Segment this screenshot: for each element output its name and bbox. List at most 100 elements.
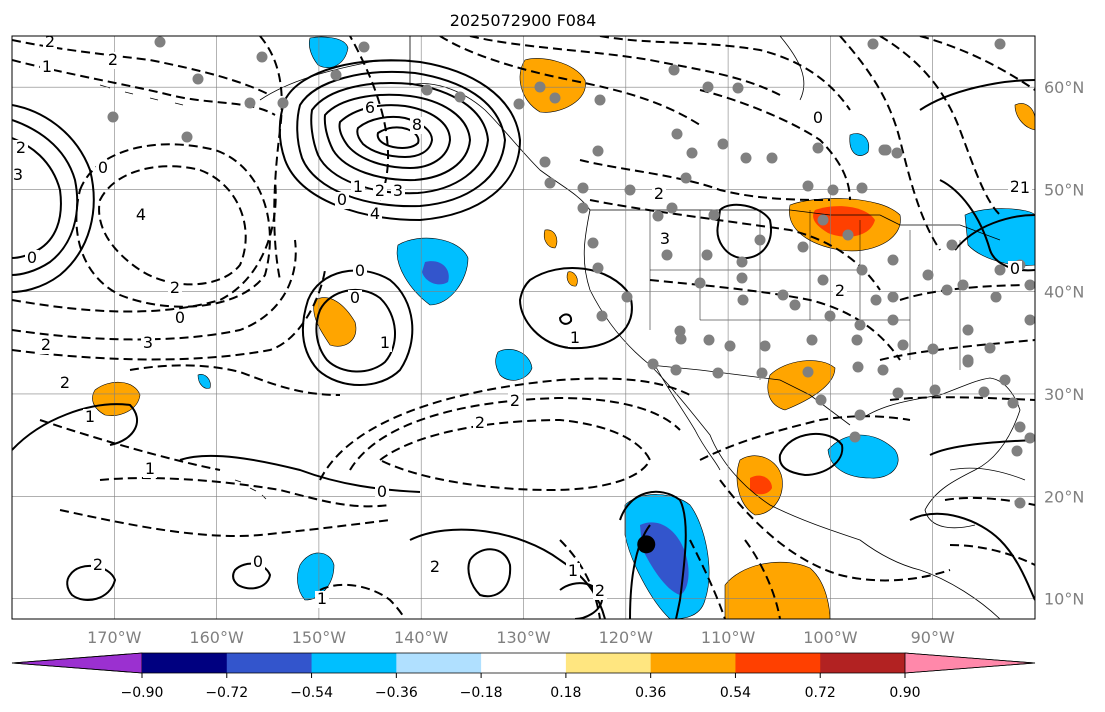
contour-line [278,59,522,222]
station-dot [621,291,633,303]
station-dot [647,358,659,370]
station-dot [827,184,839,196]
station-dot [854,409,866,421]
longitude-label: 150°W [292,628,347,647]
station-dot [929,384,941,396]
station-dot [539,156,551,168]
station-dot [513,98,525,110]
contour-label-background [40,59,54,76]
positive-anomaly-region [1014,103,1035,131]
contour-label-background [43,36,57,51]
contour-line [356,115,434,159]
contour-label: 2 [93,555,103,574]
negative-anomaly-region [849,133,870,156]
colorbar-tick-label: −0.36 [375,685,418,701]
contour-label-background [173,310,187,327]
dashed-contours [12,36,1035,619]
station-dot [724,340,736,352]
contour-label: 2 [654,184,664,203]
contour-label: 2 [108,50,118,69]
positive-anomaly-region [92,382,141,416]
colorbar-extend-low [11,652,143,674]
latitude-label: 10°N [1044,590,1084,609]
contour-label: 6 [365,98,375,117]
graticule [12,36,1035,619]
contour-line [469,36,781,96]
colorbar-segment [311,653,397,673]
station-dot [877,364,889,376]
contour-label-background [106,52,120,69]
station-dot [777,289,789,301]
contour-label: 1 [380,333,390,352]
baja-california-coastline [654,364,721,471]
longitude-label: 120°W [599,628,654,647]
station-dot [922,269,934,281]
contour-label-background [168,280,182,297]
station-dot [812,142,824,154]
station-dot [192,73,204,85]
map-frame [11,35,1036,620]
station-dot [421,84,433,96]
contour-line [879,36,1001,216]
contour-label-background [593,583,607,600]
station-dot [802,366,814,378]
station-dot [666,202,678,214]
station-dot [867,38,879,50]
contour-label: 0 [98,158,108,177]
station-dot [701,249,713,261]
station-markers [107,36,1035,509]
station-dot [717,138,729,150]
station-dot [856,182,868,194]
contour-line [319,583,406,619]
station-dot [740,152,752,164]
contour-label-background [428,559,442,576]
contour-label-background [39,337,53,354]
station-dot [661,249,673,261]
contour-line [559,539,601,619]
colorbar-segment [226,653,313,673]
hudson-bay-coast [779,36,805,101]
contour-label: 8 [412,115,422,134]
contour-label-background [373,183,387,200]
contour-line [12,179,277,313]
station-dot [256,51,268,63]
station-dot [592,145,604,157]
negative-anomaly-region [197,374,211,389]
contour-label-background [1008,261,1022,278]
gulf-coast [859,377,1021,529]
contour-label: 1 [570,328,580,347]
contour-label-background [335,192,349,209]
station-dot [1014,497,1026,509]
contour-label: 1 [42,57,52,76]
station-dot [680,172,692,184]
storm-center-marker [637,535,656,554]
contour-label-background [1018,180,1032,197]
station-dot [878,144,890,156]
station-dot [668,64,680,76]
contour-line [949,544,1035,566]
contour-label-background [368,206,382,223]
contour-label: 0 [813,108,823,127]
contour-label-background [143,461,157,478]
contour-line [439,36,701,126]
contour-label-background [58,375,72,392]
contour-line [649,279,901,361]
figure-title: 2025072900 F084 [450,11,597,30]
longitude-labels: 170°W 160°W 150°W 140°W 130°W 120°W 110°W 100°W… [87,628,955,647]
contour-label: 4 [136,205,146,224]
station-dot [856,264,868,276]
contour-label: 1 [568,561,578,580]
station-dot [990,291,1002,303]
station-dot [789,299,801,311]
longitude-label: 90°W [911,628,955,647]
station-dot [674,325,686,337]
contour-label-background [14,140,28,157]
positive-anomaly-core [813,206,875,237]
contour-label: 2 [60,373,70,392]
station-dot [797,241,809,253]
contour-line [909,512,1035,601]
station-dot [732,82,744,94]
contour-line [12,104,95,293]
contour-label: 0 [253,552,263,571]
